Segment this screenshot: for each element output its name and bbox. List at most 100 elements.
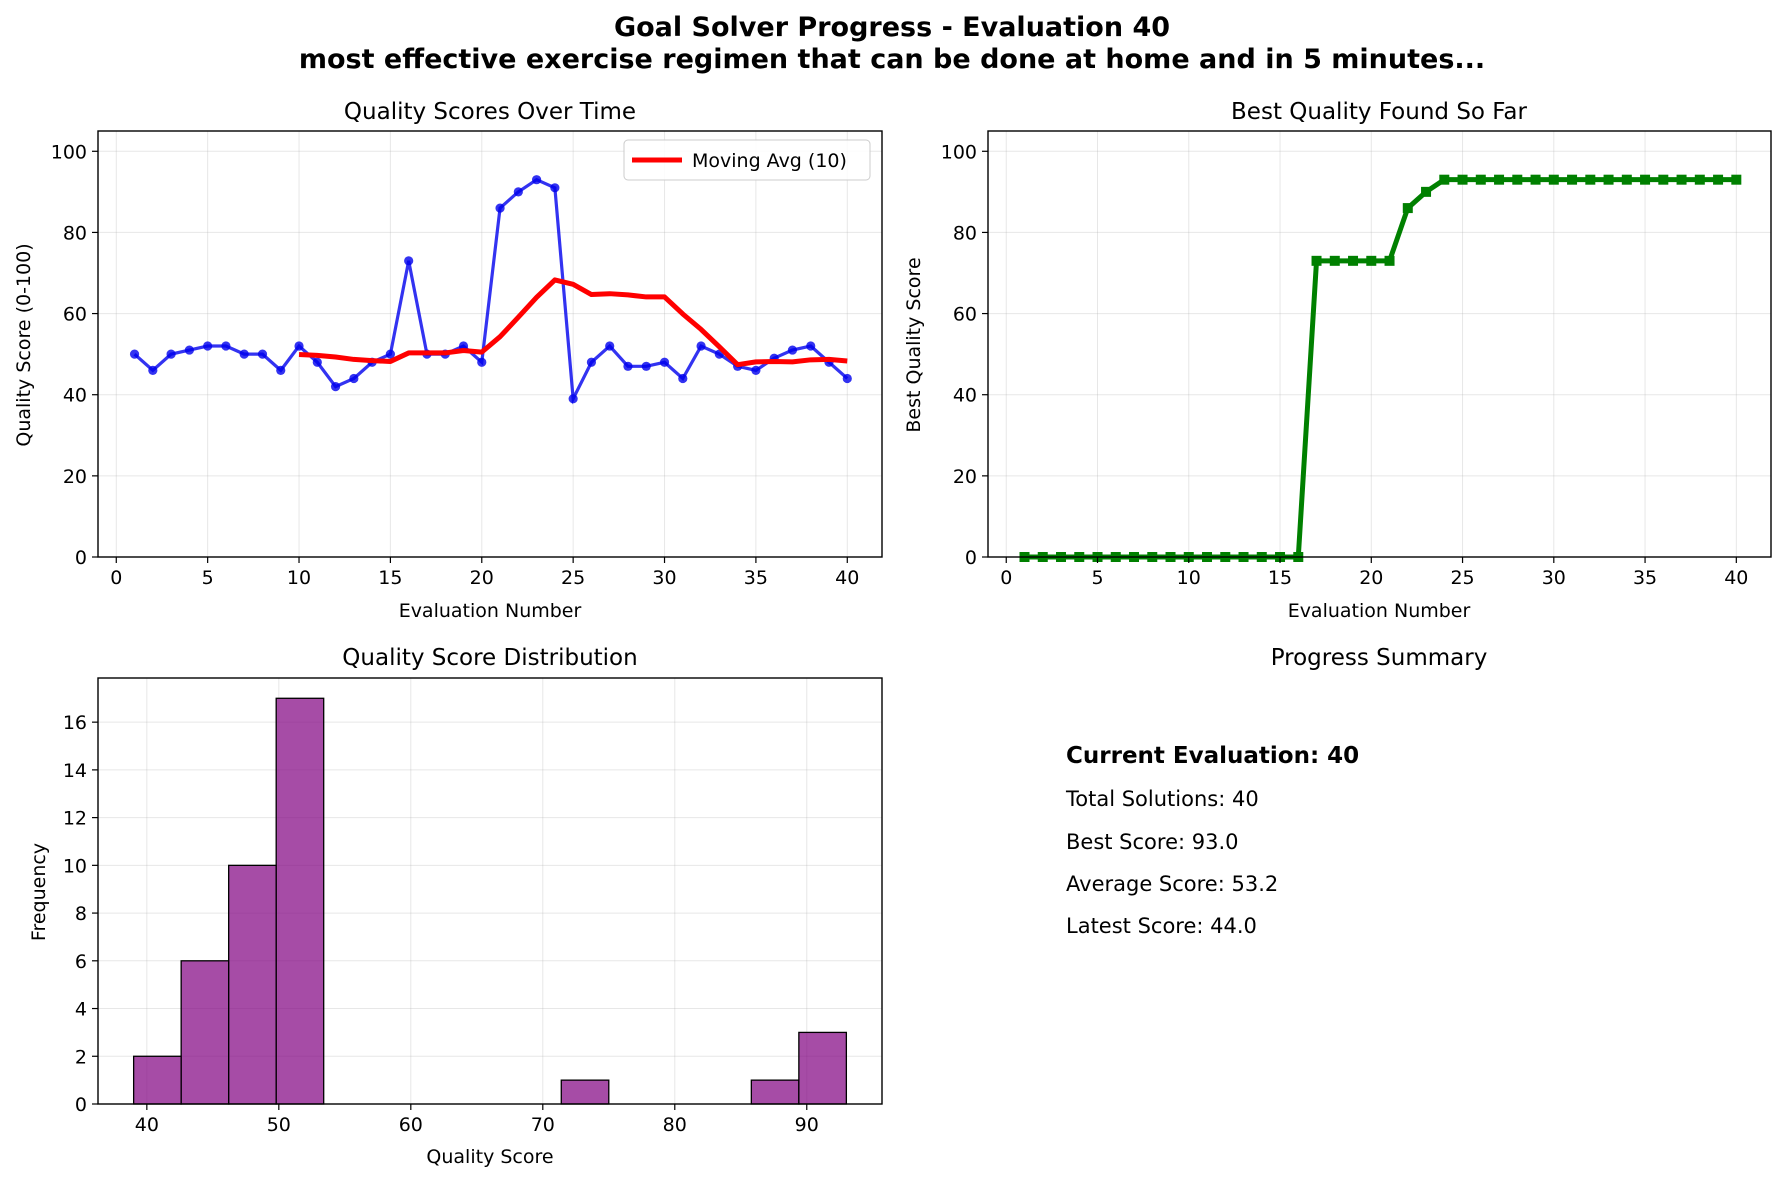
best-score-point [1603, 174, 1614, 185]
quality-xtick-label: 35 [744, 567, 768, 589]
quality-score-line [133, 177, 849, 405]
summary-best-score: Best Score: 93.0 [1066, 830, 1239, 854]
best-ytick-label: 0 [965, 547, 977, 569]
quality-ytick-label: 20 [63, 466, 87, 488]
best-frame [987, 130, 1772, 558]
quality-score-point [294, 341, 304, 351]
quality-score-point [513, 187, 523, 197]
best-chart-xlabel: Evaluation Number [1288, 600, 1471, 622]
hist-chart-title: Quality Score Distribution [342, 645, 637, 671]
quality-xtick-label: 25 [561, 567, 585, 589]
hist-ytick-label: 10 [63, 855, 87, 877]
legend-box [623, 139, 871, 181]
histogram-bar [750, 1079, 800, 1105]
hist-ytick-label: 4 [75, 999, 87, 1021]
best-xtick-label: 15 [1268, 567, 1292, 589]
quality-chart-ylabel: Quality Score (0-100) [13, 243, 35, 446]
quality-score-point [404, 256, 414, 266]
histogram-bar [132, 1055, 182, 1105]
hist-axes: 40 50 60 70 80 90 0 2 4 6 8 10 12 14 16 [63, 677, 883, 1136]
hist-xtick-label: 80 [663, 1114, 687, 1136]
quality-score-point [568, 394, 578, 404]
quality-chart-xlabel: Evaluation Number [399, 600, 582, 622]
hist-ytick-label: 6 [75, 951, 87, 973]
best-score-point [1494, 174, 1505, 185]
suptitle-line1: Goal Solver Progress - Evaluation 40 [614, 12, 1170, 43]
quality-score-point [641, 361, 651, 371]
best-score-point [1713, 174, 1724, 185]
hist-ytick-label: 16 [63, 712, 87, 734]
quality-score-point [623, 361, 633, 371]
best-xtick-label: 0 [1000, 567, 1012, 589]
hist-xtick-label: 40 [135, 1114, 159, 1136]
best-xtick-label: 10 [1177, 567, 1201, 589]
best-grid [988, 131, 1771, 558]
best-score-point [1384, 255, 1395, 266]
summary-current-evaluation: Current Evaluation: 40 [1066, 743, 1359, 769]
best-score-point [1567, 174, 1578, 185]
hist-frame [97, 677, 883, 1105]
best-xtick-label: 35 [1633, 567, 1657, 589]
quality-distribution-chart: 40 50 60 70 80 90 0 2 4 6 8 10 12 14 16 Quality Score … [28, 645, 883, 1168]
quality-score-point [203, 341, 213, 351]
quality-xtick-label: 40 [835, 567, 859, 589]
quality-score-point [678, 373, 688, 384]
best-score-point [1311, 255, 1322, 266]
quality-plot-area [129, 175, 852, 405]
hist-xtick-label: 50 [267, 1114, 291, 1136]
quality-chart-title: Quality Scores Over Time [344, 99, 636, 125]
hist-xtick-label: 90 [795, 1114, 819, 1136]
quality-xtick-label: 30 [652, 567, 676, 589]
quality-ytick-label: 40 [63, 385, 87, 407]
hist-ytick-label: 12 [63, 808, 87, 830]
quality-score-point [166, 349, 176, 359]
quality-score-point [659, 357, 670, 367]
hist-chart-ylabel: Frequency [28, 843, 50, 941]
quality-xtick-label: 5 [202, 567, 214, 589]
moving-average-line [298, 277, 848, 368]
quality-score-point [239, 349, 249, 359]
quality-score-point [385, 349, 396, 359]
best-xtick-label: 20 [1359, 567, 1383, 589]
quality-score-point [477, 357, 487, 367]
quality-score-point [330, 382, 341, 392]
best-score-point [1548, 174, 1559, 185]
quality-ytick-label: 80 [63, 222, 87, 244]
best-ytick-label: 20 [953, 466, 977, 488]
best-score-point [1366, 255, 1377, 266]
best-score-point [1512, 174, 1523, 185]
best-score-line [1024, 177, 1737, 560]
best-xtick-label: 5 [1091, 567, 1103, 589]
summary-total-solutions: Total Solutions: 40 [1065, 787, 1259, 811]
hist-ytick-label: 2 [75, 1046, 87, 1068]
quality-score-point [221, 341, 231, 351]
quality-frame [97, 130, 883, 558]
quality-score-point [129, 349, 140, 359]
best-quality-chart: 0 5 10 15 20 25 30 35 40 0 20 40 60 80 100 Best Qualit… [903, 99, 1772, 622]
histogram-bar [180, 960, 230, 1105]
quality-xtick-label: 10 [287, 567, 311, 589]
best-score-point [1402, 203, 1413, 214]
histogram-bar [560, 1079, 610, 1105]
best-xtick-label: 25 [1450, 567, 1474, 589]
best-ytick-label: 40 [953, 385, 977, 407]
quality-score-point [696, 341, 706, 351]
best-chart-ylabel: Best Quality Score [903, 257, 925, 432]
quality-xtick-label: 20 [470, 567, 494, 589]
quality-score-point [184, 345, 194, 355]
best-ytick-label: 80 [953, 222, 977, 244]
best-score-point [1530, 174, 1541, 185]
quality-score-point [550, 183, 560, 193]
suptitle-line2: most effective exercise regimen that can… [299, 44, 1485, 75]
summary-average-score: Average Score: 53.2 [1066, 872, 1278, 896]
histogram-bar [228, 864, 277, 1105]
quality-xtick-label: 0 [110, 567, 122, 589]
histogram-bar [798, 1031, 848, 1105]
best-score-point [1329, 255, 1340, 266]
best-axes: 0 5 10 15 20 25 30 35 40 0 20 40 60 80 100 [941, 130, 1772, 589]
quality-score-point [257, 349, 268, 359]
best-score-point [1640, 174, 1651, 185]
quality-axes: 0 5 10 15 20 25 30 35 40 0 20 40 60 80 100 [51, 130, 883, 589]
quality-chart-legend: Moving Avg (10) [623, 139, 871, 181]
